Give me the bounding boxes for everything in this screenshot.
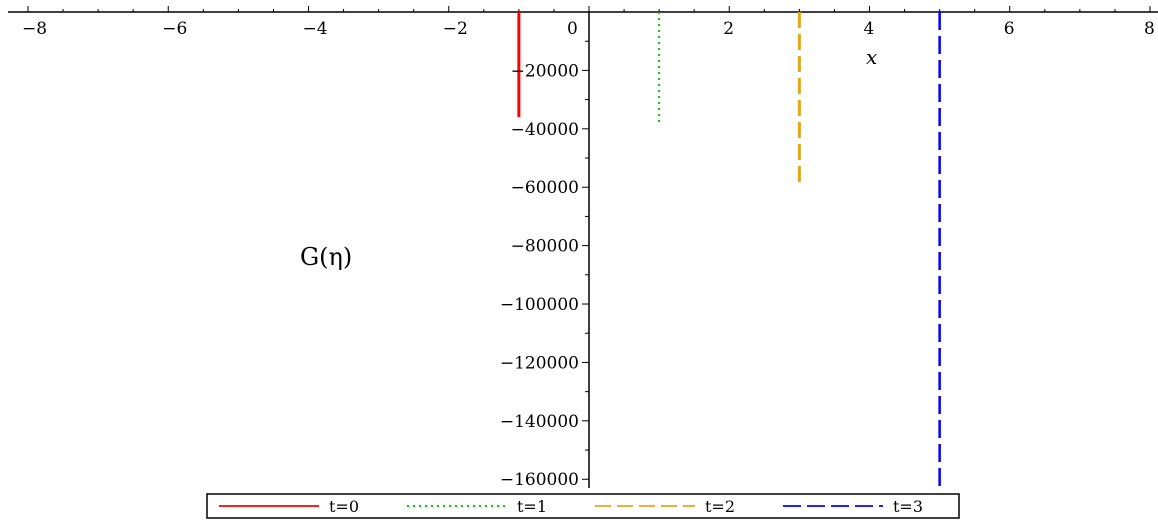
x-tick-label: 6	[1004, 19, 1015, 39]
axes	[8, 11, 1158, 488]
y-tick-label: −100000	[500, 295, 579, 315]
x-tick-label: 2	[723, 19, 734, 39]
x-tick-label: −2	[443, 19, 468, 39]
y-tick-label: −120000	[500, 353, 579, 373]
legend-label: t=2	[705, 497, 735, 516]
y-tick-label: −20000	[511, 61, 579, 81]
x-tick-label: 4	[864, 19, 875, 39]
legend-label: t=3	[893, 497, 923, 516]
x-axis-label: x	[866, 45, 877, 69]
legend: t=0 t=1 t=2 t=3	[206, 493, 960, 519]
legend-label: t=0	[329, 497, 359, 516]
ticks-layer: −8 −6 −4 −2 0 2 4 6 8 −20000 −40000 −60000 −80000 −10…	[22, 6, 1155, 490]
x-tick-label: 0	[567, 19, 578, 39]
x-tick-label: −6	[162, 19, 187, 39]
x-tick-label: 8	[1144, 19, 1155, 39]
y-axis-label: G(η)	[300, 243, 352, 271]
y-tick-label: −160000	[500, 470, 579, 490]
x-tick-label: −8	[22, 19, 47, 39]
y-tick-label: −80000	[511, 237, 579, 257]
legend-label: t=1	[517, 497, 547, 516]
y-tick-label: −40000	[511, 120, 579, 140]
y-tick-label: −60000	[511, 178, 579, 198]
x-tick-label: −4	[303, 19, 328, 39]
series-layer	[517, 12, 941, 488]
y-tick-label: −140000	[500, 412, 579, 432]
